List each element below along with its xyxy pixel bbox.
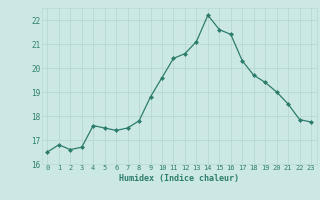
X-axis label: Humidex (Indice chaleur): Humidex (Indice chaleur) — [119, 174, 239, 183]
